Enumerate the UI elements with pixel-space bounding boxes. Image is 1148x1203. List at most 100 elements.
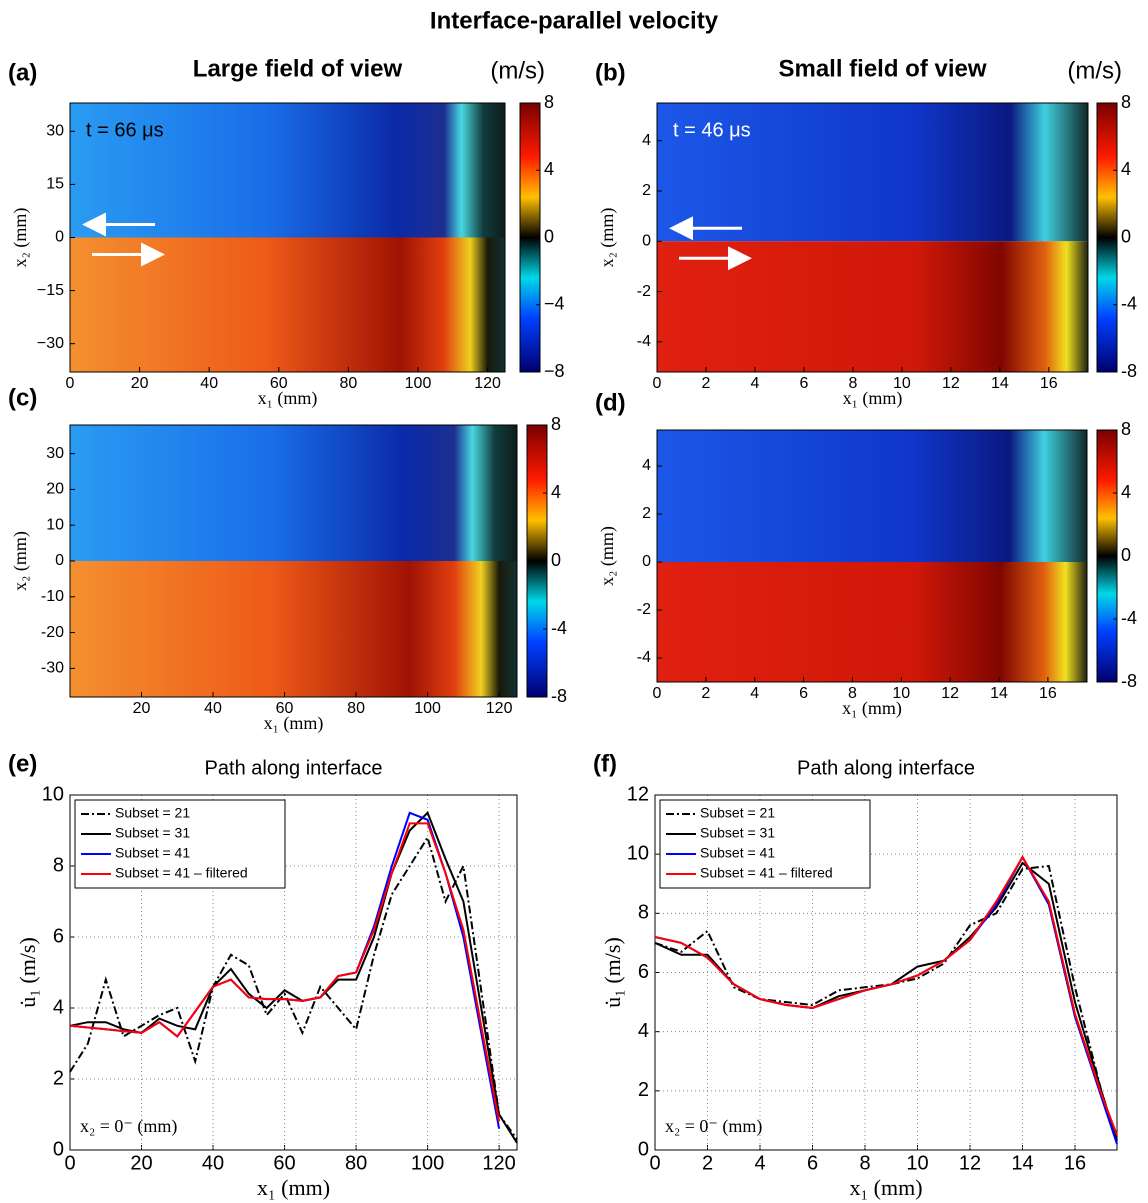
colorbar-tick-label: -8 [1121, 361, 1137, 381]
legend-label: Subset = 41 – filtered [115, 865, 248, 881]
panel-label: (b) [595, 59, 626, 86]
x-tick-label: 80 [340, 375, 358, 392]
y-tick-label: -30 [41, 660, 64, 677]
x-tick-label: 0 [649, 1152, 660, 1174]
x-tick-label: 12 [959, 1152, 981, 1174]
field-upper [70, 103, 505, 238]
x-axis-label: x₁ (mm) [842, 698, 902, 719]
x-tick-label: 20 [131, 375, 149, 392]
y-tick-label: -2 [637, 283, 651, 300]
x-tick-label: 10 [893, 375, 911, 392]
field-lower [657, 241, 1088, 372]
plot-frame [69, 102, 506, 373]
panel-label: (d) [595, 389, 626, 416]
y-tick-label: 0 [642, 232, 651, 249]
y-tick-label: 2 [642, 182, 651, 199]
colorbar-tick-label: 4 [551, 482, 561, 502]
x-tick-label: 8 [848, 375, 857, 392]
y-tick-label: 0 [642, 553, 651, 570]
panel-title: Path along interface [205, 757, 383, 779]
colorbar-tick-label: -8 [551, 686, 567, 706]
x-tick-label: 60 [276, 700, 294, 717]
y-tick-label: 8 [53, 854, 64, 876]
x-tick-label: 60 [273, 1152, 295, 1174]
x-tick-label: 120 [486, 700, 513, 717]
colorbar-tick-label: 0 [1121, 545, 1131, 565]
x-tick-label: 4 [754, 1152, 765, 1174]
x-tick-label: 0 [64, 1152, 75, 1174]
y-tick-label: 10 [46, 516, 64, 533]
field-upper [657, 103, 1088, 242]
y-axis-label: u̇₁ (m/s) [600, 937, 625, 1008]
field-lower [70, 237, 505, 372]
field-upper [657, 430, 1087, 562]
panel-title: Path along interface [797, 757, 975, 779]
y-tick-label: 10 [627, 842, 649, 864]
x-axis-label: x₁ (mm) [258, 388, 318, 409]
colorbar-tick-label: −4 [544, 294, 565, 314]
colorbar-tick-label: 8 [544, 92, 554, 112]
y-tick-label: 4 [642, 457, 651, 474]
x-tick-label: 80 [345, 1152, 367, 1174]
x-tick-label: 0 [653, 685, 662, 702]
y-axis-label: u̇₁ (m/s) [15, 937, 40, 1008]
colorbar-tick-label: -4 [551, 618, 567, 638]
x-tick-label: 16 [1064, 1152, 1086, 1174]
legend-label: Subset = 21 [700, 805, 775, 821]
series-line [654, 855, 1118, 1136]
y-tick-label: 0 [55, 552, 64, 569]
x-tick-label: 14 [1011, 1152, 1033, 1174]
y-tick-label: 0 [55, 229, 64, 246]
legend-label: Subset = 31 [700, 825, 775, 841]
y-tick-label: -2 [637, 601, 651, 618]
colorbar-units: (m/s) [490, 57, 545, 84]
colorbar-tick-label: -4 [1121, 294, 1137, 314]
legend-label: Subset = 31 [115, 825, 190, 841]
y-axis-label: x₂ (mm) [597, 526, 618, 586]
x-axis-label: x₁ (mm) [264, 713, 324, 734]
x-tick-label: 6 [807, 1152, 818, 1174]
y-axis-label: x₂ (mm) [10, 531, 31, 591]
y-tick-label: 6 [638, 961, 649, 983]
x-tick-label: 40 [200, 375, 218, 392]
plot-frame [69, 424, 518, 698]
x-tick-label: 14 [991, 375, 1009, 392]
x-tick-label: 16 [1039, 685, 1057, 702]
y-tick-label: 0 [638, 1138, 649, 1160]
y-tick-label: 2 [638, 1079, 649, 1101]
legend-label: Subset = 41 – filtered [700, 865, 833, 881]
x-tick-label: 0 [653, 375, 662, 392]
colorbar-tick-label: -4 [1121, 608, 1137, 628]
x-tick-label: 10 [892, 685, 910, 702]
colorbar-tick-label: 8 [1121, 419, 1131, 439]
panel-title: Large field of view [193, 55, 403, 82]
y-tick-label: 20 [46, 481, 64, 498]
panel-label: (c) [8, 384, 37, 411]
x-tick-label: 20 [130, 1152, 152, 1174]
panel-label: (e) [8, 750, 37, 777]
x-tick-label: 16 [1040, 375, 1058, 392]
y-tick-label: 6 [53, 925, 64, 947]
figure-title: Interface-parallel velocity [430, 7, 719, 34]
x-axis-label: x₁ (mm) [257, 1175, 330, 1200]
field-lower [657, 562, 1087, 682]
x-tick-label: 10 [906, 1152, 928, 1174]
y-tick-label: 4 [642, 132, 651, 149]
x-tick-label: 80 [347, 700, 365, 717]
x-tick-label: 4 [751, 375, 760, 392]
y-tick-label: 4 [53, 996, 64, 1018]
x-tick-label: 60 [270, 375, 288, 392]
y-tick-label: -20 [41, 624, 64, 641]
panel-label: (f) [593, 750, 617, 777]
x-tick-label: 40 [202, 1152, 224, 1174]
y-tick-label: 12 [627, 783, 649, 805]
y-tick-label: 2 [642, 505, 651, 522]
x-tick-label: 2 [702, 1152, 713, 1174]
x-tick-label: 120 [474, 375, 501, 392]
y-axis-label: x₂ (mm) [597, 208, 618, 268]
series-line [69, 835, 518, 1140]
x-tick-label: 100 [414, 700, 441, 717]
x-axis-label: x₁ (mm) [843, 388, 903, 409]
x-tick-label: 2 [701, 685, 710, 702]
